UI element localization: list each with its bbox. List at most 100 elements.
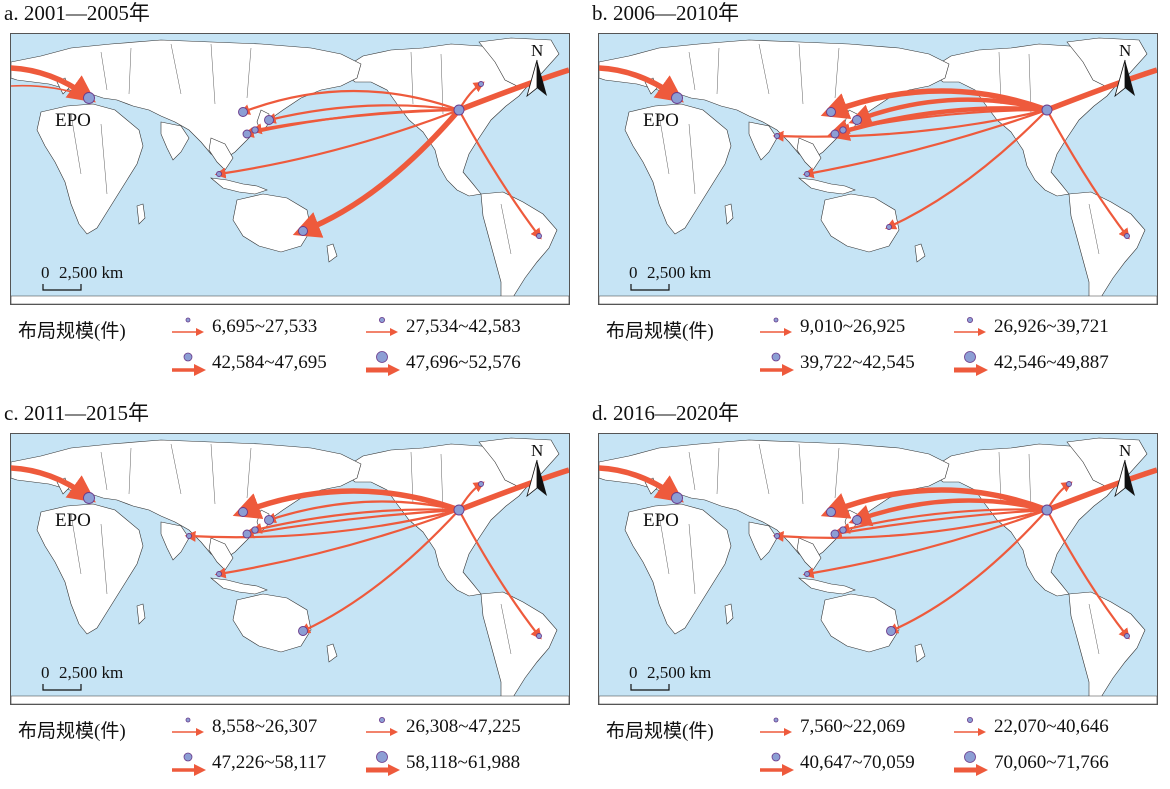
legend-title: 布局规模(件): [606, 321, 714, 342]
scale-text: 2,500 km: [59, 663, 123, 682]
office-node-us: [1041, 504, 1053, 516]
land-madagascar: [136, 203, 146, 225]
office-node-in: [186, 533, 192, 539]
land-madagascar: [136, 603, 146, 625]
legend-title: 布局规模(件): [18, 721, 126, 742]
land-greenland: [1066, 37, 1148, 89]
flow-arrow: [838, 108, 1049, 135]
legend-range-label: 26,926~39,721: [994, 316, 1109, 337]
legend-title: 布局规模(件): [606, 721, 714, 742]
panel-title: a. 2001—2005年: [4, 1, 150, 25]
scale-zero: 0: [629, 663, 638, 682]
office-nodes: [671, 92, 1130, 239]
map-canvas: EPO N 0 2,500 km: [599, 434, 1157, 704]
legend-range-label: 40,647~70,059: [800, 752, 915, 773]
flow-arrow: [885, 108, 1049, 230]
office-node-cn1: [238, 107, 248, 117]
office-node-kr: [251, 126, 259, 134]
flow-arrow-epo-out: [458, 467, 569, 513]
flow-map[interactable]: EPO N 0 2,500 km: [598, 433, 1158, 705]
flow-arrow: [250, 108, 461, 135]
flow-arrow: [11, 84, 86, 97]
flow-map[interactable]: EPO N 0 2,500 km: [10, 33, 570, 305]
flow-arrow: [214, 508, 461, 579]
land-madagascar: [724, 203, 734, 225]
flow-arrow: [214, 108, 461, 179]
flow-arrow: [772, 508, 1049, 542]
office-nodes: [83, 481, 542, 639]
legend-symbol-icon: [366, 317, 398, 336]
office-node-sg: [804, 571, 810, 577]
panel-title: b. 2006—2010年: [592, 1, 739, 25]
legend-range-label: 27,534~42,583: [406, 316, 521, 337]
epo-label: EPO: [55, 510, 91, 531]
map-canvas: EPO N 0 2,500 km: [11, 34, 569, 304]
land-australia: [232, 193, 312, 253]
legend-range-label: 42,546~49,887: [994, 352, 1109, 373]
office-node-kr: [839, 126, 847, 134]
land-greenland: [478, 37, 560, 89]
land-northAmerica: [928, 43, 1120, 197]
office-node-cn2: [242, 529, 252, 539]
land-southAmerica: [1068, 191, 1146, 304]
office-node-aus_b: [886, 224, 892, 230]
panel-a: a. 2001—2005年 EPO N 0 2,500 km 布局规模(件) 6,695…: [0, 0, 580, 385]
legend: 布局规模(件) 7,560~22,069 22,070~40,646 40,647~7…: [598, 712, 1168, 782]
flow-arrow: [820, 487, 1050, 519]
flow-arrow: [238, 89, 461, 115]
flow-arrow: [264, 500, 461, 524]
flow-arrow: [802, 108, 1049, 179]
land-africa: [624, 503, 732, 635]
legend-range-label: 9,010~26,925: [800, 316, 906, 337]
legend-symbol-icon: [954, 351, 988, 376]
office-node-epo: [671, 492, 683, 504]
office-node-au: [298, 626, 308, 636]
flow-arrows: [599, 65, 1157, 240]
flow-arrow: [292, 107, 462, 238]
land-southAmerica: [480, 191, 558, 304]
office-node-in: [774, 533, 780, 539]
office-node-br: [536, 233, 542, 239]
office-node-br: [1124, 633, 1130, 639]
flow-arrow: [848, 97, 1050, 126]
office-node-cn2: [830, 129, 840, 139]
legend-range-label: 26,308~47,225: [406, 716, 521, 737]
office-node-cn1: [826, 107, 836, 117]
office-node-sg: [804, 171, 810, 177]
office-nodes: [671, 481, 1130, 639]
office-node-epo: [83, 492, 95, 504]
office-node-kr: [839, 526, 847, 534]
legend-symbol-icon: [172, 352, 206, 376]
land-nz: [326, 643, 338, 663]
flow-arrow: [830, 508, 1049, 539]
epo-label: EPO: [643, 110, 679, 131]
office-node-br: [536, 633, 542, 639]
office-node-jp: [852, 115, 862, 125]
flow-arrow: [457, 508, 542, 640]
legend-symbol-icon: [172, 752, 206, 776]
scale-bar: 0 2,500 km: [629, 263, 711, 291]
legend-range-label: 47,226~58,117: [212, 752, 327, 773]
flow-arrow-epo-out: [1046, 467, 1157, 513]
flow-arrows: [11, 465, 569, 640]
flow-arrow: [772, 108, 1049, 142]
land-southAmerica: [480, 591, 558, 704]
flow-arrow: [1045, 108, 1130, 240]
land-nz: [914, 643, 926, 663]
land-india: [160, 121, 190, 161]
office-node-jp: [852, 515, 862, 525]
scale-text: 2,500 km: [647, 663, 711, 682]
scale-bar: 0 2,500 km: [629, 663, 711, 691]
office-node-br: [1124, 233, 1130, 239]
land-india: [748, 121, 778, 161]
flow-arrow-epo-out: [458, 67, 569, 113]
land-india: [748, 521, 778, 561]
land-india: [160, 521, 190, 561]
office-node-au: [298, 226, 308, 236]
flow-arrow-epo-out: [1046, 67, 1157, 113]
office-node-jp: [264, 115, 274, 125]
flow-map[interactable]: EPO N 0 2,500 km: [10, 433, 570, 705]
scale-zero: 0: [41, 663, 50, 682]
flow-map[interactable]: EPO N 0 2,500 km: [598, 33, 1158, 305]
legend-symbol-icon: [366, 717, 398, 736]
